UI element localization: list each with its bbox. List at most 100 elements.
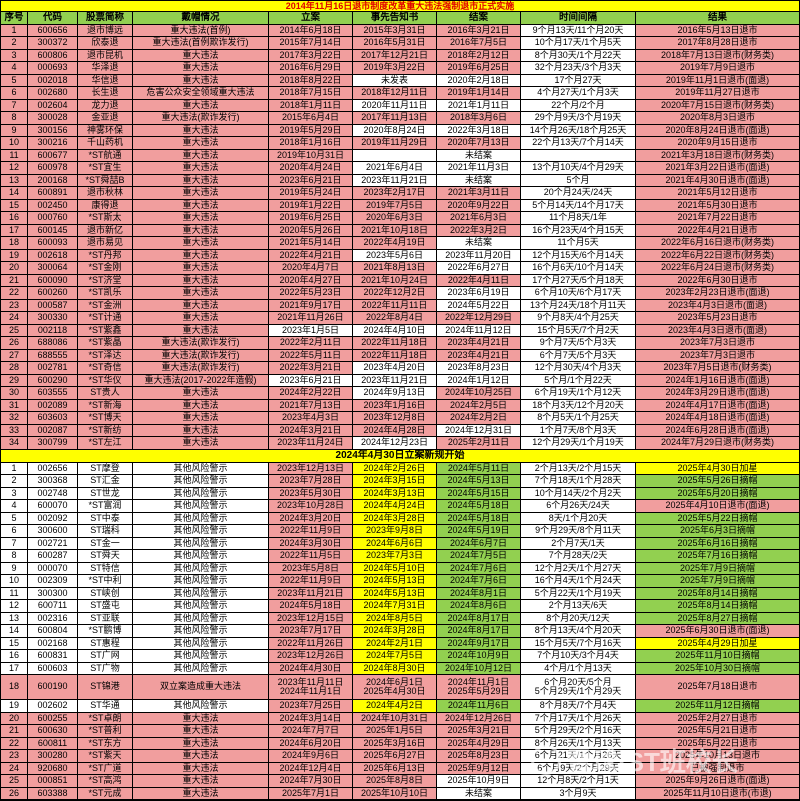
table-cell: 20个月24天/24天 (521, 187, 636, 200)
table-cell: 重大违法 (133, 74, 269, 87)
table-cell: 2024年6月7日 (437, 537, 521, 550)
column-header: 结果 (636, 12, 799, 25)
table-cell: 未结案 (437, 787, 521, 800)
table-cell: 2016年5月31日 (353, 37, 437, 50)
table-cell: 2023年4月3日退市(面退) (636, 324, 799, 337)
table-cell: 10 (1, 575, 28, 588)
table-cell: 18个月3天/12个月20天 (521, 399, 636, 412)
table-cell: 2025年9月12日 (437, 762, 521, 775)
table-cell: *ST鹏博 (78, 625, 133, 638)
table-cell: 2018年7月13日退市(财务类) (636, 49, 799, 62)
table-cell: 退市新亿 (78, 224, 133, 237)
table-cell: 12个月30天/4个月3天 (521, 362, 636, 375)
table-row: 23 000587 *ST金洲 重大违法 2021年9月17日 2022年11月11日 20… (1, 299, 799, 312)
table-cell: 14 (1, 187, 28, 200)
table-cell: 200168 (28, 174, 78, 187)
table-cell: 2024年5月19日 (437, 525, 521, 538)
table-cell: 600811 (28, 737, 78, 750)
table-cell: 2022年2月11日 (269, 337, 353, 350)
table-cell: 7 (1, 99, 28, 112)
table-cell: 002602 (28, 700, 78, 713)
table-cell: 2024年5月18日 (437, 500, 521, 513)
table-cell: ST瑞科 (78, 525, 133, 538)
table-cell: 002656 (28, 462, 78, 475)
table-cell: 600260 (28, 287, 78, 300)
table-cell: 2025年5月22日摘帽 (636, 512, 799, 525)
table-cell: 重大违法 (133, 750, 269, 763)
table-cell: 11个月8天/1年 (521, 212, 636, 225)
table-cell: 603603 (28, 412, 78, 425)
table-cell: ST金一 (78, 537, 133, 550)
table-cell: 2025年5月21日退市 (636, 725, 799, 738)
table-cell: 7个月10天/3个月4天 (521, 650, 636, 663)
table-cell: *ST中利 (78, 575, 133, 588)
table-cell: 2021年6月3日 (437, 212, 521, 225)
table-cell: 29 (1, 374, 28, 387)
table-cell: *ST博天 (78, 412, 133, 425)
table-cell: 600290 (28, 374, 78, 387)
table-cell: 2022年4月21日 (269, 249, 353, 262)
table-row: 5 002018 华信退 重大违法 2018年8月22日 未发表 2020年2月18日 17个… (1, 74, 799, 87)
table-cell: 300372 (28, 37, 78, 50)
table-cell: 2023年12月13日 (269, 462, 353, 475)
table-row: 19 002618 *ST丹邦 重大违法 2022年4月21日 2023年5月6日 2023… (1, 249, 799, 262)
table-cell: 2024年2月1日 (353, 637, 437, 650)
table-cell: 3 (1, 487, 28, 500)
table-cell: 12个月2天/1个月27天 (521, 562, 636, 575)
table-cell: 2024年7月5日 (353, 650, 437, 663)
table-cell: 8个月5天/1个月25天 (521, 412, 636, 425)
table-cell: 14个月26天/18个月25天 (521, 124, 636, 137)
table-cell: 重大违法 (133, 725, 269, 738)
table-cell: ST广网 (78, 650, 133, 663)
table-cell: 2025年8月8日 (353, 775, 437, 788)
table-row: 21 600090 *ST济堂 重大违法 2020年4月27日 2021年10月24日 20… (1, 274, 799, 287)
table-cell: 重大违法 (133, 787, 269, 800)
table-cell: 300280 (28, 750, 78, 763)
table-cell: 2025年7月16日摘帽 (636, 550, 799, 563)
table-cell: ST广物 (78, 662, 133, 675)
table-cell: *ST奇信 (78, 362, 133, 375)
table-cell: *ST新纺 (78, 424, 133, 437)
table-row: 33 002087 *ST新纺 重大违法 2024年3月21日 2024年4月28日 202… (1, 424, 799, 437)
table-cell: 2015年3月31日 (353, 24, 437, 37)
table-cell: 2024年3月30日 (269, 537, 353, 550)
table-cell: 其他风险警示 (133, 650, 269, 663)
table-row: 28 002781 *ST奇信 重大违法(欺诈发行) 2022年3月21日 2023年4月… (1, 362, 799, 375)
table-cell: 重大违法 (133, 199, 269, 212)
table-cell: 2024年10月31日 (353, 712, 437, 725)
table-row: 25 000851 *ST高鸿 重大违法 2024年7月30日 2025年8月8日 2025… (1, 775, 799, 788)
table-cell: 2020年8月24日 (353, 124, 437, 137)
table-cell: 600255 (28, 712, 78, 725)
table-cell: 2024年5月22日 (437, 299, 521, 312)
column-header: 事先告知书 (353, 12, 437, 25)
table-cell: 3个月9天 (521, 787, 636, 800)
table-row: 15 002168 ST惠程 其他风险警示 2022年11月26日 2024年2月1日 20… (1, 637, 799, 650)
table-cell: 23 (1, 750, 28, 763)
table-row: 22 600811 *ST东方 重大违法 2024年6月20日 2025年3月16日 202… (1, 737, 799, 750)
table-cell: 2023年5月30日 (269, 487, 353, 500)
table-row: 27 688555 *ST泽达 重大违法(欺诈发行) 2022年5月11日 2022年11… (1, 349, 799, 362)
table-cell: 300028 (28, 112, 78, 125)
table-cell: 600190 (28, 675, 78, 700)
table-cell: 重大违法 (133, 312, 269, 325)
table-cell: ST汇金 (78, 475, 133, 488)
table-row: 8 600287 ST舜天 其他风险警示 2022年11月5日 2023年7月3日 2024… (1, 550, 799, 563)
table-cell: *ST济堂 (78, 274, 133, 287)
table-cell: 20 (1, 262, 28, 275)
table-cell: 2020年8月3日退市 (636, 112, 799, 125)
table-cell: 2019年3月22日 (353, 62, 437, 75)
table-cell: 2024年6月20日 (269, 737, 353, 750)
table-cell: 2014年6月18日 (269, 24, 353, 37)
table-cell: 2023年8月23日 (437, 362, 521, 375)
table-cell: 2024年8月17日 (437, 625, 521, 638)
table-cell: 华泽退 (78, 62, 133, 75)
table-cell: 2024年3月15日 (353, 475, 437, 488)
table-cell: 688086 (28, 337, 78, 350)
table-cell: 2018年1月11日 (269, 99, 353, 112)
table-cell: 600603 (28, 662, 78, 675)
table-row: 7 002721 ST金一 其他风险警示 2024年3月30日 2024年6月6日 2024… (1, 537, 799, 550)
table-row: 3 002748 ST世龙 其他风险警示 2023年5月30日 2024年3月13日 202… (1, 487, 799, 500)
table-cell: 603388 (28, 787, 78, 800)
table-cell: 4 (1, 500, 28, 513)
table-cell: 17 (1, 662, 28, 675)
